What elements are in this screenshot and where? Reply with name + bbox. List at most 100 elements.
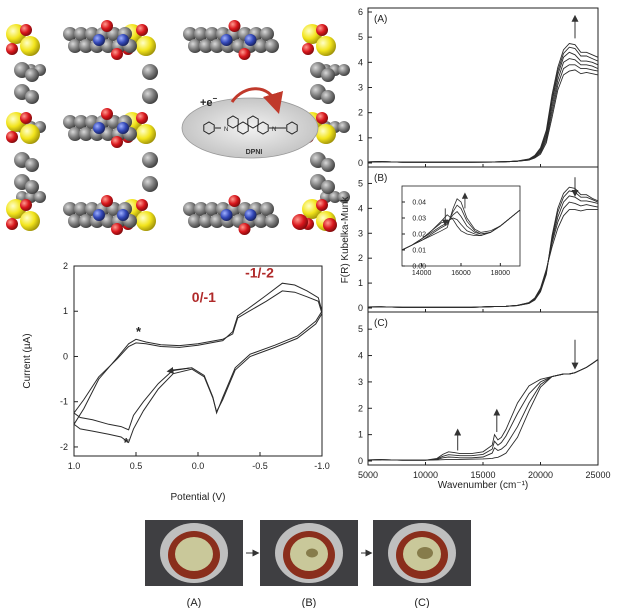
km-inset-y-tick-label: 0.03 bbox=[412, 216, 426, 223]
km-inset-series-line-5 bbox=[401, 198, 521, 251]
nitrogen-atom bbox=[220, 209, 233, 221]
km-y-tick-label: 0 bbox=[358, 158, 363, 168]
oxygen-atom bbox=[20, 112, 32, 124]
pillar-atom bbox=[25, 90, 39, 104]
oxygen-atom bbox=[6, 43, 18, 55]
cv-y-tick-label: 2 bbox=[63, 261, 68, 271]
metal-node-atom bbox=[20, 211, 40, 231]
oxygen-atom bbox=[101, 20, 113, 32]
dpni-ring bbox=[227, 115, 239, 129]
background-atom bbox=[338, 121, 350, 133]
oxygen-atom bbox=[136, 199, 148, 211]
nitrogen-atom bbox=[93, 122, 105, 134]
sample-photos: (A) (B) (C) bbox=[145, 520, 471, 608]
km-panel-frame bbox=[367, 311, 599, 466]
km-y-tick-label: 4 bbox=[358, 57, 363, 67]
carbon-atom bbox=[260, 27, 274, 41]
carbon-atom bbox=[79, 127, 93, 141]
cv-y-tick-label: -2 bbox=[60, 442, 68, 452]
km-panel-b: (B) 0 1 2 3 4 5 0.00 0.01 0.02 0.03 0.04 14000 16000 1… bbox=[358, 166, 599, 313]
km-series-line-a-2 bbox=[367, 64, 599, 163]
nitrogen-atom bbox=[244, 34, 257, 46]
cv-x-tick-label: -1.0 bbox=[314, 461, 330, 471]
km-y-axis-label: F(R) Kubelka-Munk bbox=[340, 196, 351, 284]
oxygen-atom bbox=[292, 214, 308, 230]
oxygen-atom bbox=[111, 48, 123, 60]
km-y-tick-label: 3 bbox=[358, 377, 363, 387]
photo-colour-change-spot bbox=[417, 547, 433, 559]
km-panel-c: (C) 0 1 2 3 4 5 bbox=[358, 311, 599, 466]
km-series-line-a-1 bbox=[367, 69, 599, 163]
carbon-atom bbox=[79, 39, 93, 53]
carbon-atom bbox=[74, 27, 88, 41]
km-x-axis-label: Wavenumber (cm⁻¹) bbox=[438, 480, 528, 491]
carbon-atom bbox=[199, 39, 213, 53]
oxygen-atom bbox=[238, 223, 251, 235]
cv-y-axis-label: Current (µA) bbox=[22, 333, 33, 388]
km-y-tick-label: 5 bbox=[358, 324, 363, 334]
background-atom bbox=[34, 191, 46, 203]
pillar-atom bbox=[142, 64, 158, 80]
cv-y-tick-label: 1 bbox=[63, 306, 68, 316]
cv-asterisk-label: * bbox=[124, 435, 130, 450]
km-y-tick-label: 2 bbox=[358, 403, 363, 413]
cv-asterisk-label: * bbox=[136, 324, 142, 339]
carbon-atom bbox=[68, 39, 82, 53]
oxygen-atom bbox=[302, 43, 314, 55]
km-series-line-a-5 bbox=[367, 46, 599, 163]
carbon-atom bbox=[68, 127, 82, 141]
carbon-atom bbox=[101, 39, 115, 53]
sample-photo-c bbox=[373, 520, 471, 586]
cv-x-tick-label: 0.0 bbox=[192, 461, 205, 471]
oxygen-atom bbox=[136, 112, 148, 124]
nitrogen-atom bbox=[117, 209, 129, 221]
dpni-ring bbox=[257, 121, 269, 135]
metal-node-atom bbox=[20, 36, 40, 56]
km-x-tick-label: 10000 bbox=[413, 470, 438, 480]
metal-node-atom bbox=[136, 211, 156, 231]
carbon-atom bbox=[188, 39, 202, 53]
dpni-molecule-bubble bbox=[181, 97, 319, 159]
km-y-tick-label: 4 bbox=[358, 203, 363, 213]
km-y-tick-label: 5 bbox=[358, 178, 363, 188]
carbon-atom bbox=[101, 214, 115, 228]
km-y-tick-label: 1 bbox=[358, 278, 363, 288]
carbon-atom bbox=[260, 202, 274, 216]
oxygen-atom bbox=[6, 131, 18, 143]
metal-node-atom bbox=[20, 124, 40, 144]
oxygen-atom bbox=[111, 136, 123, 148]
photo-label: (A) bbox=[187, 597, 202, 608]
dpni-atom-n: N bbox=[224, 127, 228, 133]
km-y-tick-label: 2 bbox=[358, 253, 363, 263]
km-inset-y-tick-label: 0.02 bbox=[412, 232, 426, 239]
km-series-line-c-1 bbox=[367, 359, 599, 461]
cv-y-tick-label: 0 bbox=[63, 351, 68, 361]
carbon-atom bbox=[210, 39, 224, 53]
km-inset-x-tick-label: 18000 bbox=[491, 270, 511, 277]
km-inset-x-tick-label: 14000 bbox=[412, 270, 432, 277]
km-inset: 0.00 0.01 0.02 0.03 0.04 14000 16000 18000 bbox=[401, 185, 521, 277]
cv-x-tick-label: -0.5 bbox=[252, 461, 268, 471]
nitrogen-atom bbox=[117, 34, 129, 46]
photo-sample bbox=[175, 537, 213, 571]
pillar-atom bbox=[321, 158, 335, 172]
km-panel-label: (B) bbox=[374, 173, 387, 184]
carbon-atom bbox=[68, 214, 82, 228]
km-x-tick-label: 15000 bbox=[470, 470, 495, 480]
sample-photo-a bbox=[145, 520, 243, 586]
oxygen-atom bbox=[101, 108, 113, 120]
km-series-line-a-3 bbox=[367, 58, 599, 163]
molecule-name: DPNI bbox=[246, 149, 263, 156]
oxygen-atom bbox=[228, 20, 241, 32]
carbon-atom bbox=[194, 27, 208, 41]
carbon-atom bbox=[205, 202, 219, 216]
pillar-atom bbox=[25, 158, 39, 172]
cv-y-tick-label: -1 bbox=[60, 397, 68, 407]
carbon-atom bbox=[254, 214, 268, 228]
km-y-tick-label: 1 bbox=[358, 430, 363, 440]
metal-node-atom bbox=[136, 36, 156, 56]
dpni-ring bbox=[203, 121, 215, 135]
